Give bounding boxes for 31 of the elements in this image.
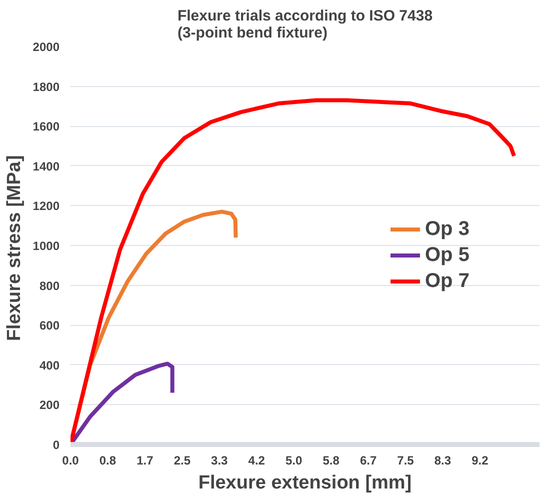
- x-tick-label: 9.2: [472, 454, 489, 468]
- y-tick-label: 800: [39, 278, 60, 293]
- x-axis-title: Flexure extension [mm]: [198, 472, 412, 494]
- x-tick-label: 2.5: [174, 454, 191, 468]
- x-tick-label: 0.0: [62, 454, 80, 468]
- legend-label: Op 5: [425, 242, 470, 268]
- y-tick-label: 0: [52, 438, 60, 452]
- y-tick-label: 1800: [32, 80, 60, 94]
- x-tick-label: 1.7: [136, 454, 154, 468]
- legend-label: Op 3: [425, 216, 470, 242]
- x-tick-label: 0.8: [99, 454, 116, 468]
- x-tick-label: 8.3: [434, 454, 452, 468]
- y-tick-label: 1000: [32, 239, 60, 253]
- x-tick-label: 3.3: [211, 454, 228, 468]
- x-tick-label: 5.8: [322, 454, 340, 468]
- y-axis-title: Flexure stress [MPa]: [4, 155, 25, 342]
- y-tick-label: 200: [39, 398, 60, 412]
- x-tick-label: 4.2: [248, 454, 266, 468]
- y-tick-label: 400: [39, 358, 60, 372]
- chart-title: Flexure trials according to ISO 7438 (3-point bend fixture): [177, 8, 433, 42]
- x-tick-label: 6.7: [360, 454, 377, 468]
- y-tick-label: 1200: [32, 199, 60, 214]
- y-tick-label: 2000: [32, 40, 60, 54]
- line-series: [70, 98, 516, 444]
- x-tick-label: 5.0: [285, 454, 302, 468]
- y-tick-label: 1600: [32, 120, 60, 134]
- x-tick-label: 7.5: [397, 454, 414, 468]
- line-series: [70, 362, 174, 444]
- y-tick-label: 600: [39, 318, 60, 333]
- legend-label: Op 7: [425, 268, 470, 294]
- y-tick-label: 1400: [32, 159, 60, 174]
